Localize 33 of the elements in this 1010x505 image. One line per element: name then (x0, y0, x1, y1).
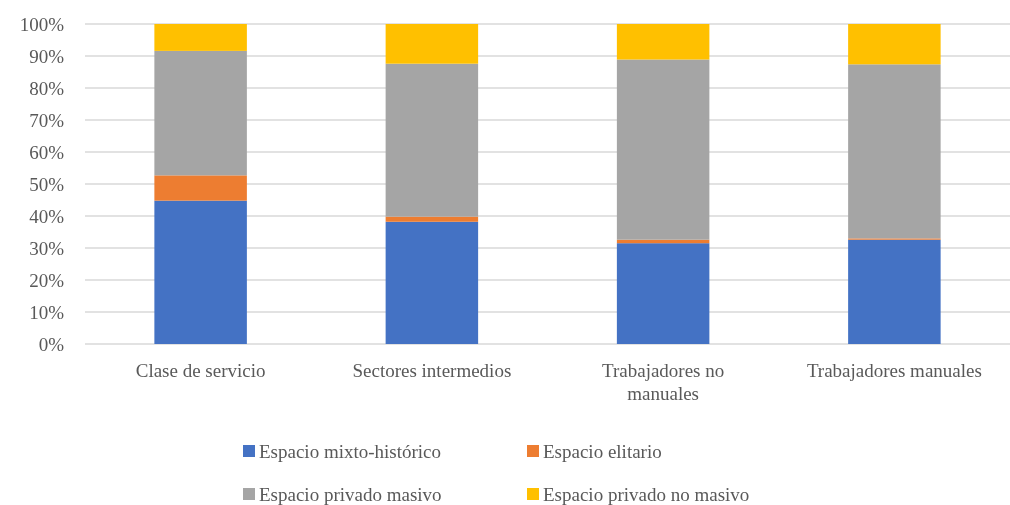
x-tick-label: Sectores intermedios (352, 360, 512, 381)
legend-label: Espacio privado no masivo (543, 483, 750, 505)
bar (385, 216, 479, 222)
y-tick-label: 80% (29, 77, 65, 99)
x-tick-label: Clase de servicio (135, 360, 266, 381)
bar (385, 24, 479, 64)
bar (154, 200, 247, 344)
bar (848, 24, 941, 65)
bar (385, 63, 479, 217)
y-tick-label: 10% (29, 301, 65, 323)
bar (848, 239, 941, 344)
legend-label: Espacio privado masivo (259, 483, 442, 505)
bar (154, 24, 247, 51)
bar (154, 50, 247, 176)
y-tick-label: 0% (38, 333, 65, 355)
bar (154, 175, 247, 201)
bar (616, 59, 710, 240)
legend-label: Espacio elitario (543, 440, 662, 462)
y-tick-label: 40% (29, 205, 65, 227)
y-tick-label: 100% (19, 13, 65, 35)
x-tick-label: Trabajadores manuales (806, 360, 982, 381)
bar (385, 221, 479, 344)
bar (848, 64, 941, 239)
legend-label: Espacio mixto-histórico (259, 440, 442, 462)
bar (616, 243, 710, 344)
y-tick-label: 30% (29, 237, 65, 259)
y-tick-label: 60% (29, 141, 65, 163)
y-tick-label: 90% (29, 45, 65, 67)
y-tick-label: 70% (29, 109, 65, 131)
bar (616, 24, 710, 60)
y-tick-label: 50% (29, 173, 65, 195)
y-tick-label: 20% (29, 269, 65, 291)
x-tick-label: Trabajadores no manuales (602, 360, 725, 404)
